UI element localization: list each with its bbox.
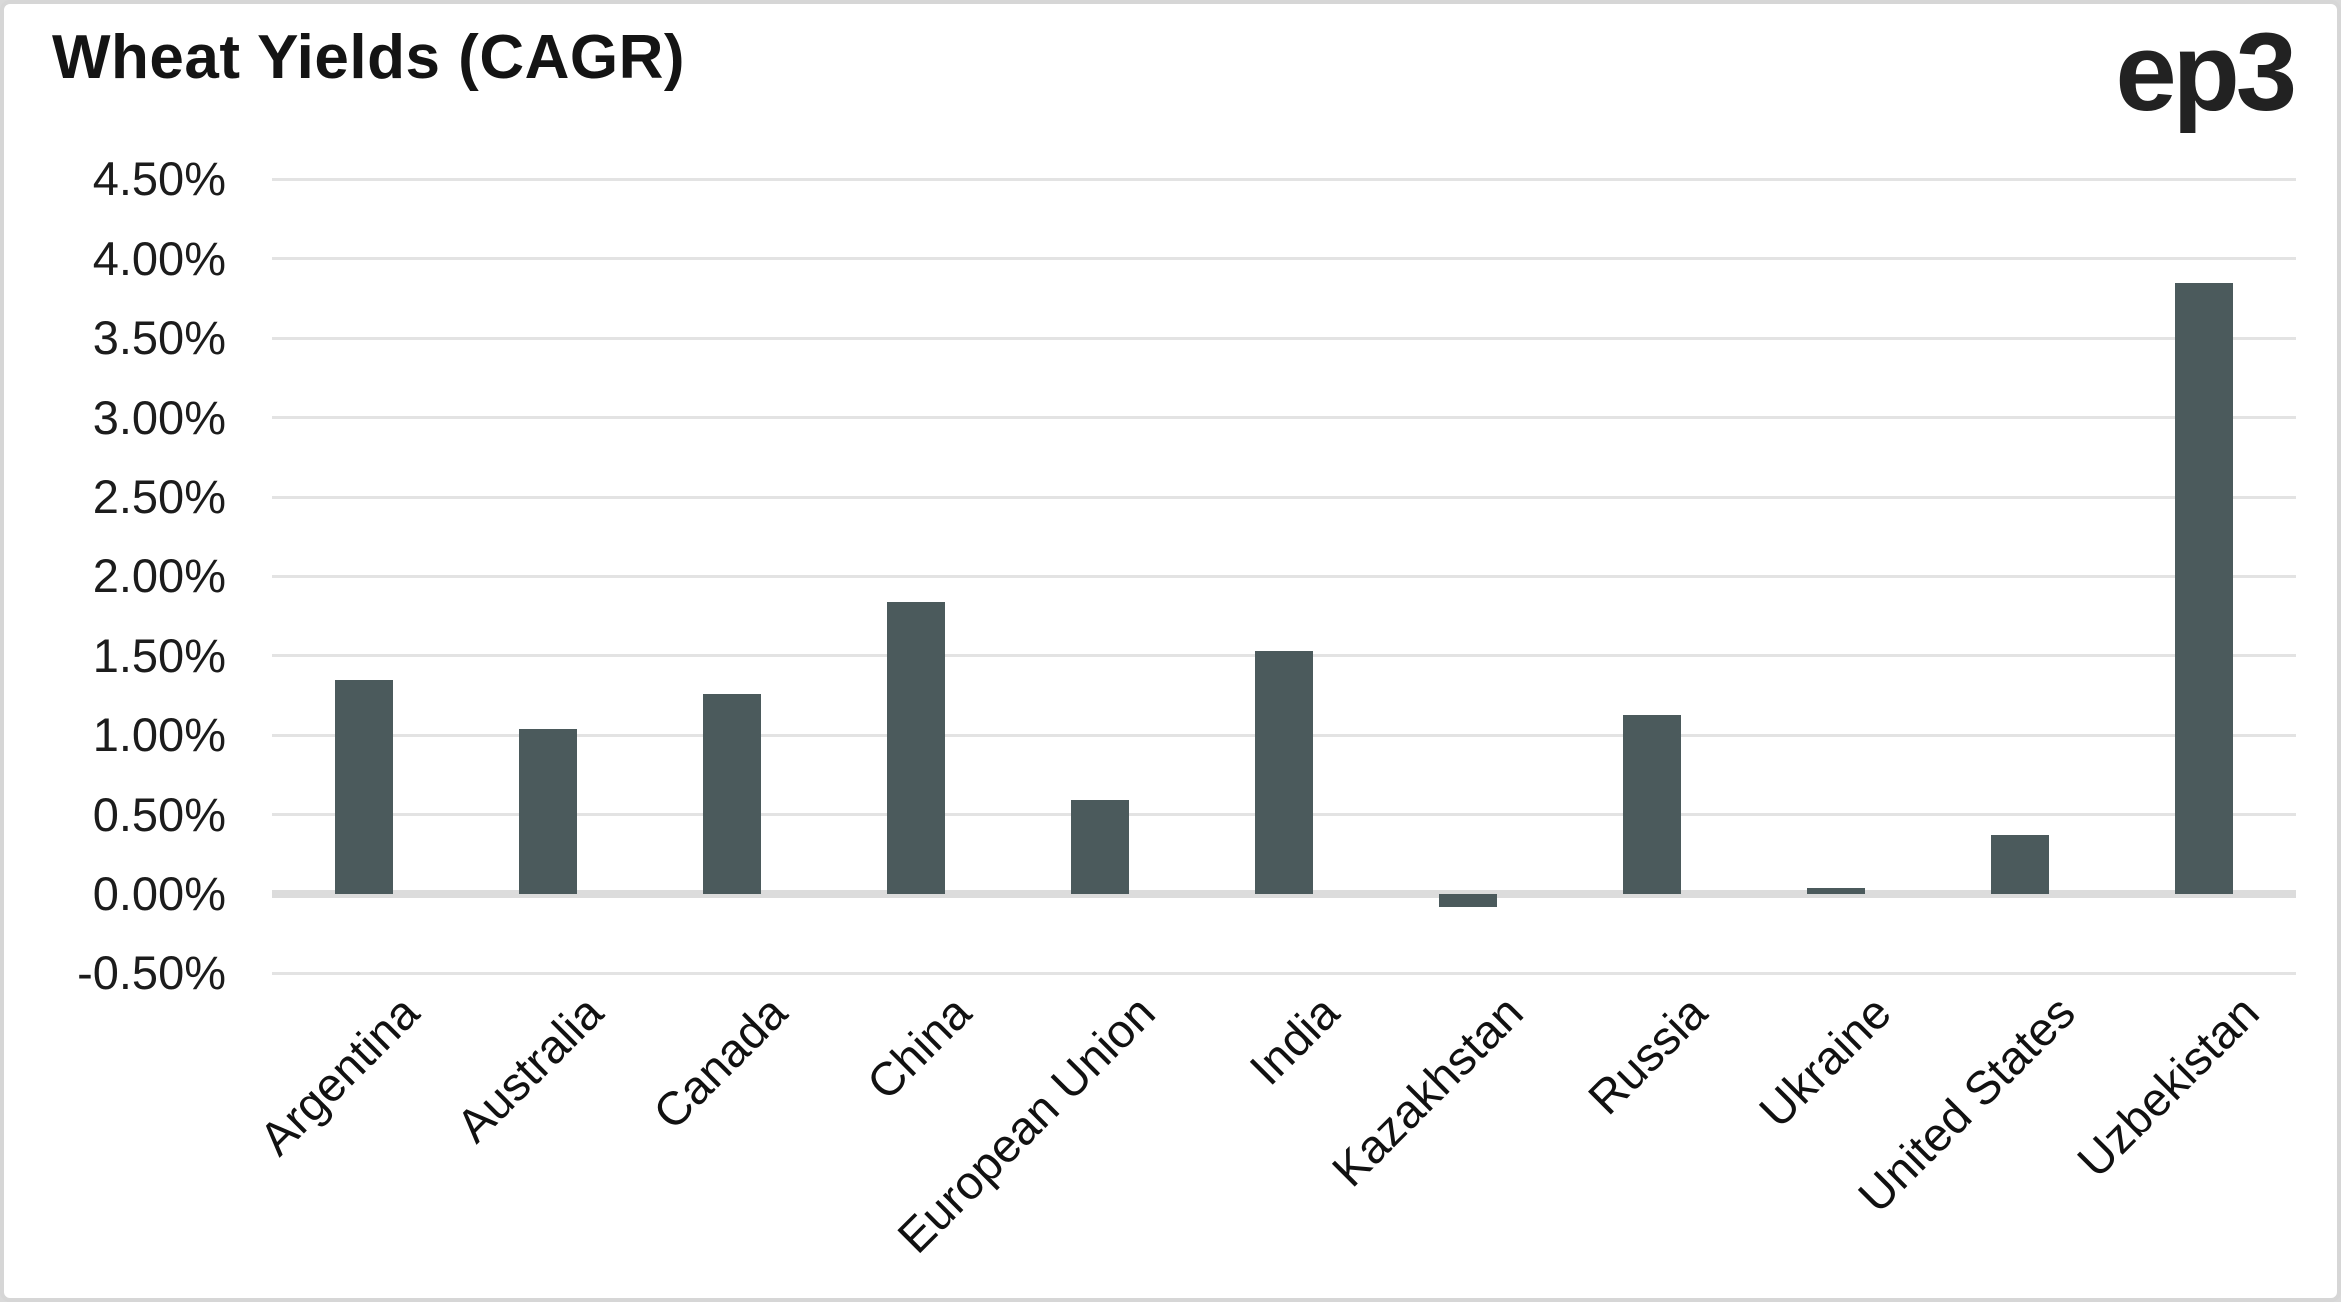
gridline (272, 495, 2296, 499)
bar-chart-plot-area: 4.50% 4.00% 3.50% 3.00% 2.50% 2.00% 1.50% 1.00%… (4, 4, 2337, 1298)
bar-european-union (1071, 800, 1129, 894)
y-axis-tick-label: 0.50% (92, 787, 226, 841)
x-axis-category-label: China (856, 985, 981, 1110)
y-axis-tick-label: 2.00% (92, 549, 226, 603)
x-axis-category-label: Russia (1577, 985, 1717, 1125)
y-axis-tick-label: -0.50% (77, 946, 226, 1000)
y-axis-tick-label: 4.50% (92, 152, 226, 206)
gridline (272, 257, 2296, 261)
bar-united-states (1991, 835, 2049, 894)
x-axis-category-label: Ukraine (1748, 985, 1901, 1138)
ep3-logo: ep3 (2115, 11, 2297, 134)
y-axis-tick-label: 4.00% (92, 231, 226, 285)
y-axis-tick-label: 2.50% (92, 470, 226, 523)
x-axis-category-label: Uzbekistan (2066, 985, 2269, 1188)
bar-russia (1623, 714, 1681, 894)
y-axis-tick-label: 3.00% (92, 390, 226, 444)
bar-argentina (335, 679, 393, 894)
y-axis-tick-label: 1.00% (92, 708, 226, 762)
bar-canada (703, 693, 761, 894)
gridline (272, 177, 2296, 181)
y-axis-tick-label: 1.50% (92, 628, 226, 682)
x-axis-category-label: Australia (445, 985, 613, 1153)
bar-china (887, 601, 945, 894)
chart-title: Wheat Yields (CAGR) (52, 23, 686, 92)
y-axis-tick-label: 3.50% (92, 311, 226, 365)
bar-australia (519, 728, 577, 894)
bar-kazakhstan (1439, 894, 1497, 907)
bar-india (1255, 651, 1313, 894)
bar-uzbekistan (2175, 282, 2233, 894)
zero-gridline (272, 890, 2296, 898)
gridline (272, 336, 2296, 340)
gridline (272, 971, 2296, 975)
x-axis-category-label: India (1239, 985, 1349, 1095)
x-axis-category-label: Kazakhstan (1321, 985, 1533, 1197)
bar-ukraine (1807, 887, 1865, 894)
x-axis-category-label: Canada (642, 985, 797, 1140)
x-axis-category-label: Argentina (249, 985, 429, 1166)
y-axis-tick-label: 0.00% (92, 867, 226, 920)
gridline (272, 416, 2296, 420)
gridline (272, 574, 2296, 578)
